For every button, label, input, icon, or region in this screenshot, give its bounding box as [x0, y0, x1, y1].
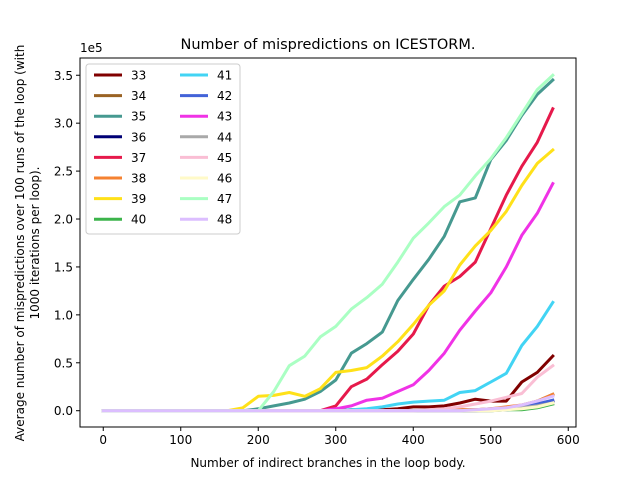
y-tick-label: 2.5	[54, 165, 73, 179]
legend-label-47: 47	[217, 192, 232, 206]
series-line-48	[101, 394, 555, 413]
x-tick-label: 200	[247, 433, 270, 447]
y-axis-label-line-1: Average number of mispredictions over 10…	[13, 45, 27, 442]
x-tick-label: 300	[324, 433, 347, 447]
x-tick-label: 100	[169, 433, 192, 447]
legend-box	[85, 63, 241, 235]
y-axis-ticks: 0.0 0.5 1.0 1.5 2.0 2.5 3.0 3.5	[54, 69, 80, 418]
x-tick-label: 600	[557, 433, 580, 447]
x-tick-label: 0	[99, 433, 107, 447]
x-axis-label: Number of indirect branches in the loop …	[190, 456, 465, 470]
legend: 33 34 35 36 37 38 39 40 41 42 43 44 45 46 47 48	[85, 63, 241, 235]
x-tick-label: 500	[479, 433, 502, 447]
legend-label-48: 48	[217, 213, 232, 227]
y-tick-label: 0.5	[54, 356, 73, 370]
y-tick-label: 0.0	[54, 404, 73, 418]
series-lines	[101, 73, 555, 413]
chart-title: Number of mispredictions on ICESTORM.	[181, 37, 476, 53]
y-axis-offset-label: 1e5	[80, 41, 103, 55]
legend-label-40: 40	[131, 213, 146, 227]
legend-label-34: 34	[131, 89, 146, 103]
legend-label-35: 35	[131, 110, 146, 124]
y-tick-label: 1.0	[54, 308, 73, 322]
legend-label-41: 41	[217, 69, 232, 83]
y-tick-label: 2.0	[54, 213, 73, 227]
legend-label-44: 44	[217, 130, 232, 144]
x-tick-label: 400	[402, 433, 425, 447]
y-tick-label: 3.0	[54, 117, 73, 131]
legend-label-38: 38	[131, 172, 146, 186]
y-tick-label: 1.5	[54, 260, 73, 274]
x-axis-ticks: 0 100 200 300 400 500 600	[99, 427, 580, 447]
legend-label-36: 36	[131, 130, 146, 144]
plot-frame	[79, 57, 577, 428]
y-axis-label-line-2: 1000 iterations per loop).	[28, 167, 42, 320]
legend-label-39: 39	[131, 192, 146, 206]
y-tick-label: 3.5	[54, 69, 73, 83]
legend-label-46: 46	[217, 172, 232, 186]
legend-label-43: 43	[217, 110, 232, 124]
legend-label-37: 37	[131, 151, 146, 165]
legend-label-45: 45	[217, 151, 232, 165]
legend-label-33: 33	[131, 69, 146, 83]
legend-label-42: 42	[217, 89, 232, 103]
